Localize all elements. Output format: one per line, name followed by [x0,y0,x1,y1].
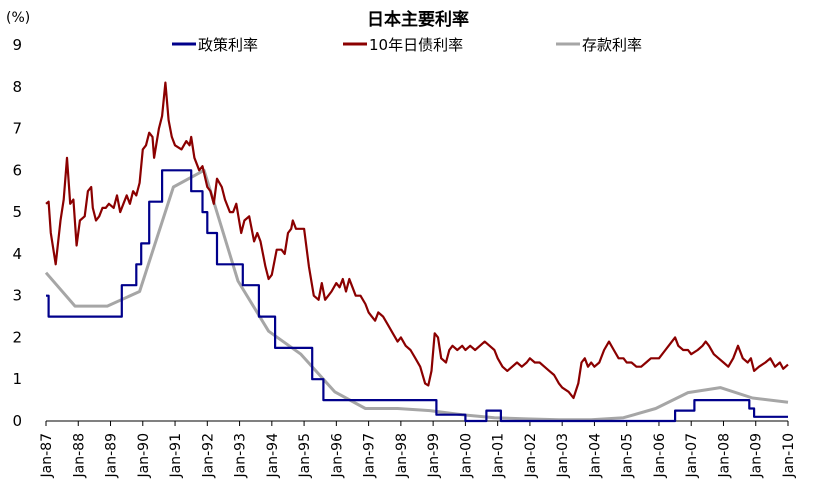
x-tick-label: Jan-87 [39,433,55,478]
x-tick-label: Jan-89 [104,433,120,478]
legend: 政策利率 10年日债利率 存款利率 [172,36,642,54]
y-tick-label: 5 [12,203,22,221]
y-axis: 0 1 2 3 4 5 6 7 8 9 [12,36,22,430]
x-tick-label: Jan-92 [200,433,216,478]
series-group [44,81,789,423]
y-tick-label: 4 [12,245,22,263]
x-tick-label: Jan-96 [329,433,345,479]
x-tick-label: Jan-10 [781,433,797,478]
series-line-policy-rate [46,169,788,423]
x-tick-label: Jan-03 [555,433,571,478]
x-tick-label: Jan-04 [587,433,603,479]
x-axis: Jan-87 Jan-88 Jan-89 Jan-90 Jan-91 Jan-92 Jan-… [39,420,797,479]
y-tick-label: 3 [12,287,22,305]
x-tick-label: Jan-09 [749,433,765,478]
x-tick-label: Jan-88 [71,433,87,478]
series-line-10y-jgb [45,81,789,400]
legend-label-policy-rate: 政策利率 [198,36,258,54]
x-tick-label: Jan-00 [458,433,474,478]
x-tick-label: Jan-93 [233,433,249,478]
x-tick-label: Jan-05 [620,433,636,478]
x-tick-label: Jan-91 [168,433,184,478]
x-tick-label: Jan-95 [297,433,313,478]
y-tick-label: 9 [12,36,22,54]
x-tick-label: Jan-06 [652,433,668,479]
y-tick-label: 6 [12,161,22,179]
x-tick-label: Jan-97 [362,433,378,478]
x-tick-label: Jan-90 [136,433,152,478]
x-tick-label: Jan-01 [491,433,507,478]
y-unit-label: (%) [6,10,30,26]
y-tick-label: 8 [12,78,22,96]
y-tick-label: 2 [12,328,22,346]
x-tick-label: Jan-99 [426,433,442,478]
series-line-deposit-rate [44,168,789,422]
y-tick-label: 7 [12,120,22,138]
chart-title: 日本主要利率 [367,9,469,30]
y-tick-label: 0 [12,412,22,430]
x-tick-label: Jan-08 [716,433,732,478]
y-tick-label: 1 [12,370,22,388]
x-tick-label: Jan-02 [523,433,539,478]
x-tick-label: Jan-07 [684,433,700,478]
x-tick-label: Jan-98 [394,433,410,478]
x-tick-label: Jan-94 [265,433,281,479]
legend-label-deposit-rate: 存款利率 [582,36,642,54]
legend-label-10y-jgb: 10年日债利率 [369,36,463,54]
